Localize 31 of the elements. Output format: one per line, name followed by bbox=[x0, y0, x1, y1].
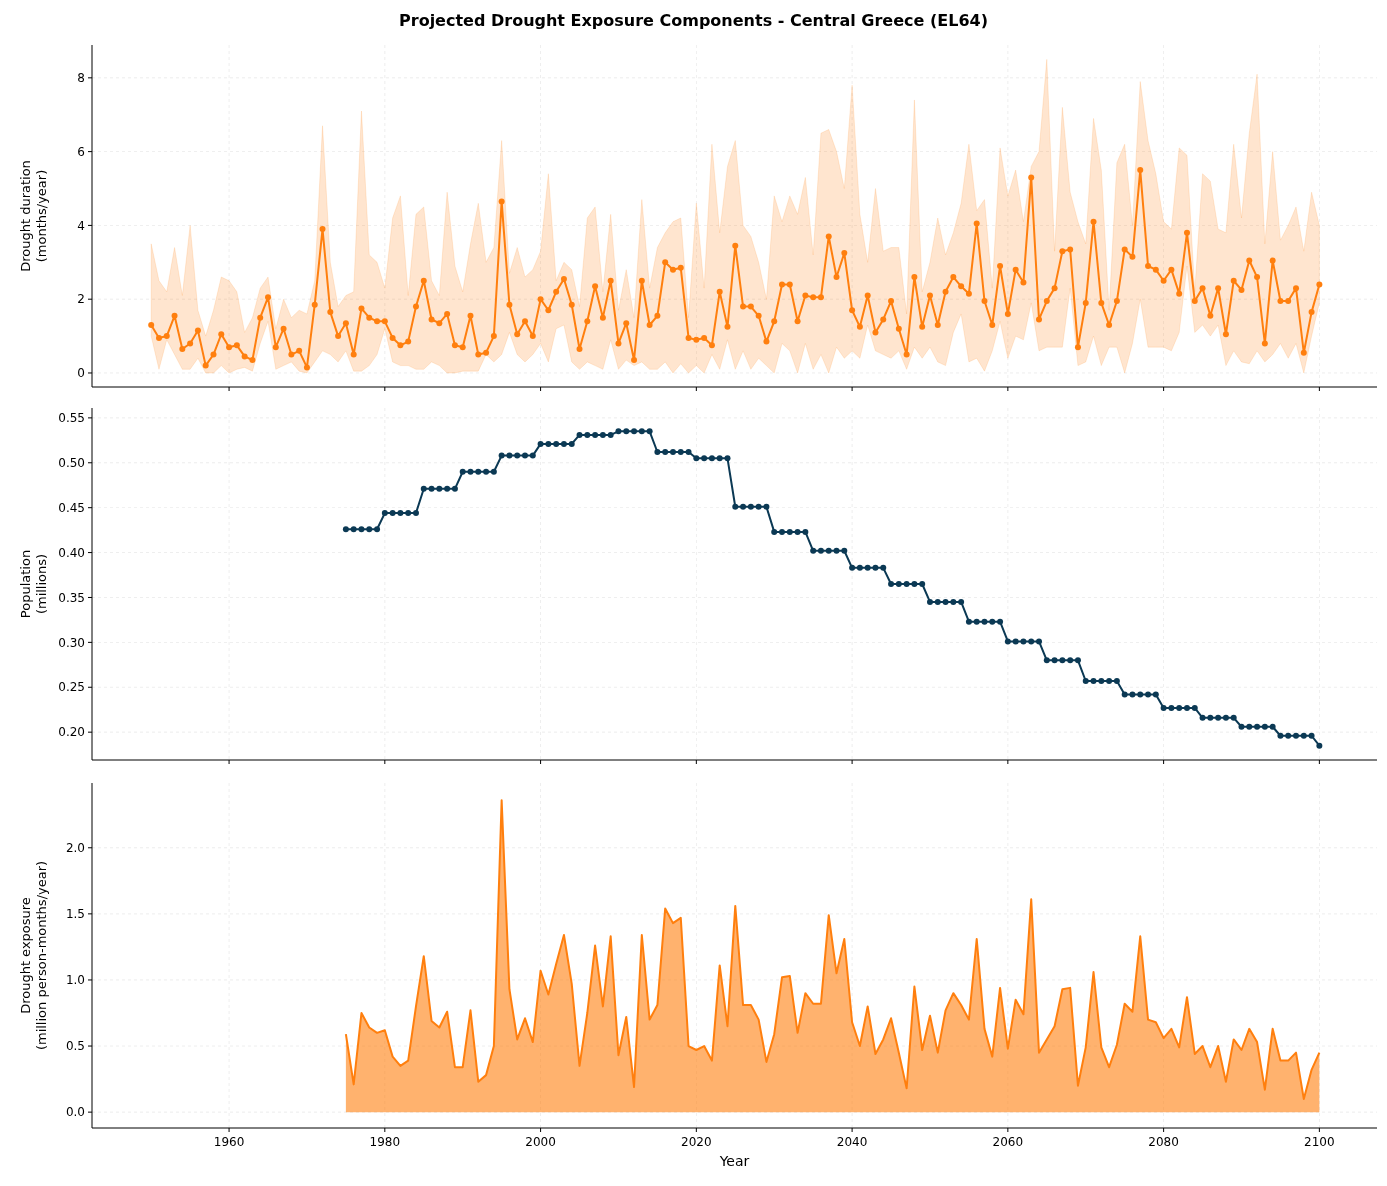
y-tick-label: 6 bbox=[77, 144, 85, 159]
x-tick-label: 1960 bbox=[213, 1135, 245, 1149]
y-tick-label: 8 bbox=[77, 71, 85, 86]
y-tick-label: 2 bbox=[77, 292, 85, 307]
y-tick-label: 0.45 bbox=[58, 500, 85, 515]
y-tick-label: 0.25 bbox=[58, 680, 85, 695]
x-tick-label: 2040 bbox=[836, 1135, 868, 1149]
y-tick-label: 0.55 bbox=[58, 411, 85, 426]
y-tick-label: 0.40 bbox=[58, 545, 85, 560]
y-tick-label: 0.35 bbox=[58, 590, 85, 605]
x-tick-label: 2100 bbox=[1304, 1135, 1335, 1149]
chart-title: Projected Drought Exposure Components - Central Greece (EL64) bbox=[399, 11, 988, 30]
x-tick-label: 2000 bbox=[525, 1135, 556, 1149]
x-tick-label: 2060 bbox=[992, 1135, 1024, 1149]
y-tick-label: 1.0 bbox=[65, 973, 85, 988]
y-tick-label: 0 bbox=[77, 366, 85, 381]
y-tick-label: 0.0 bbox=[65, 1105, 85, 1120]
y-axis-title: Population (millions) bbox=[18, 549, 49, 619]
x-tick-label: 2080 bbox=[1148, 1135, 1179, 1149]
y-tick-label: 1.5 bbox=[65, 907, 85, 922]
y-axis-title: Drought exposure (million person-months/year) bbox=[18, 860, 49, 1051]
y-tick-label: 4 bbox=[77, 218, 85, 233]
y-tick-label: 0.20 bbox=[58, 725, 85, 740]
x-tick-label: 1980 bbox=[369, 1135, 401, 1149]
y-tick-label: 2.0 bbox=[65, 840, 85, 855]
y-tick-label: 0.30 bbox=[58, 635, 85, 650]
x-tick-label: 2020 bbox=[681, 1135, 712, 1149]
y-tick-label: 0.5 bbox=[65, 1039, 85, 1054]
y-axis-title: Drought duration (months/year) bbox=[18, 160, 49, 272]
x-axis-title: Year bbox=[718, 1153, 750, 1169]
y-tick-label: 0.50 bbox=[58, 455, 85, 470]
